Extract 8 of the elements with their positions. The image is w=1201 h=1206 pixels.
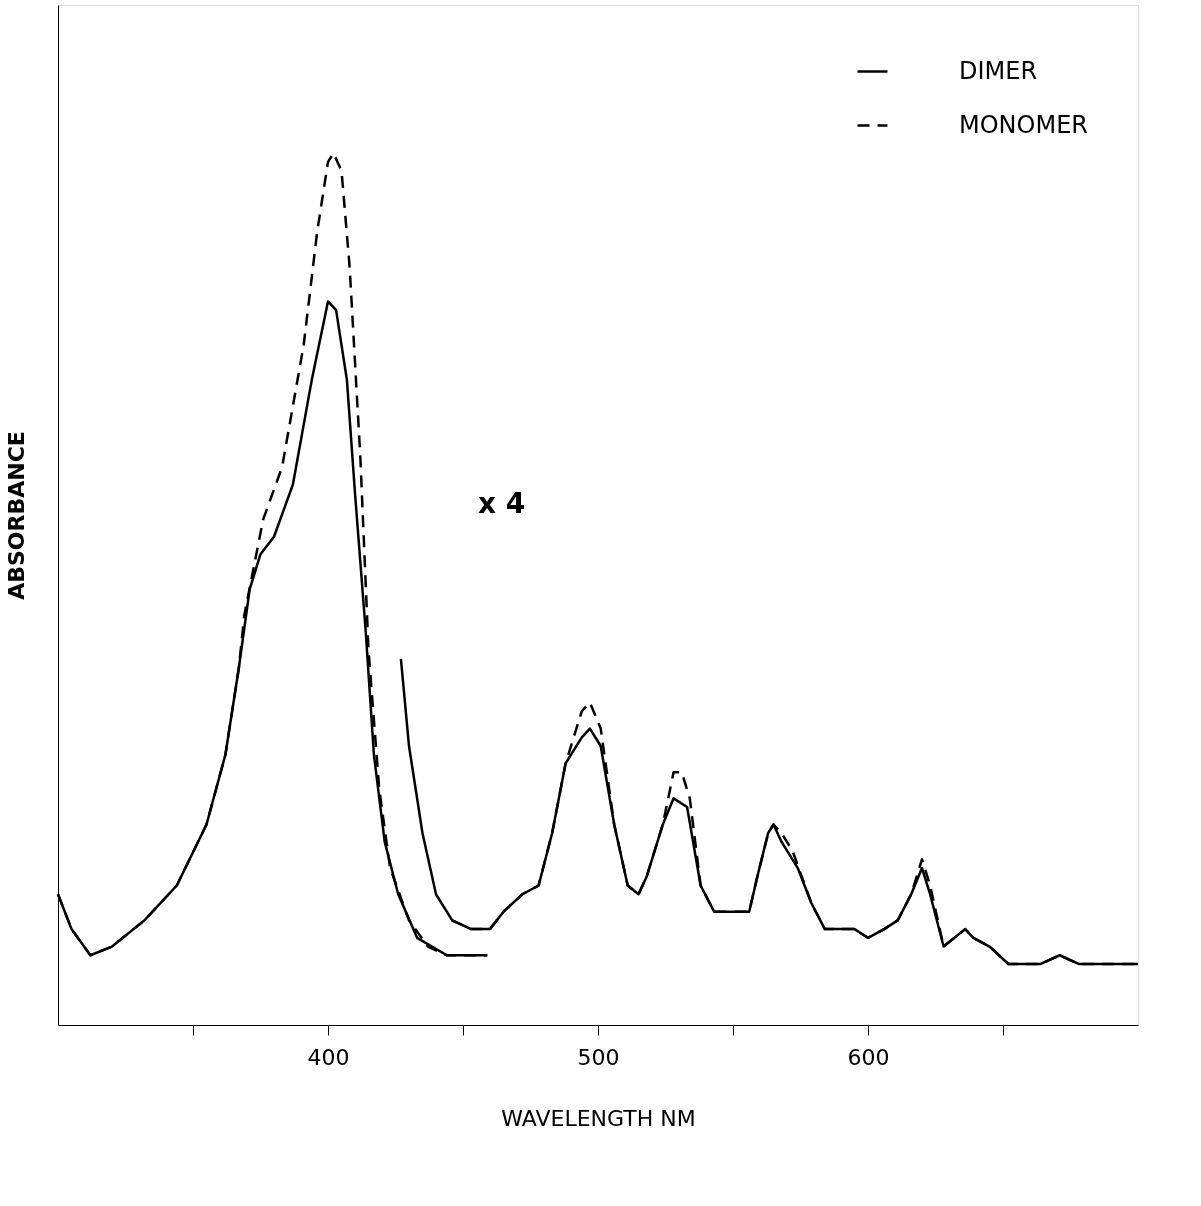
annotation: x 4 [478, 487, 526, 520]
x-tick-label: 500 [577, 1044, 620, 1070]
x-tick-label: 400 [307, 1044, 350, 1070]
x-tick-label: 600 [847, 1044, 890, 1070]
x-axis-title: WAVELENGTH NM [501, 1105, 696, 1131]
y-axis-title: ABSORBANCE [3, 431, 29, 600]
text: DIMER [959, 56, 1038, 85]
text: MONOMER [959, 110, 1088, 139]
